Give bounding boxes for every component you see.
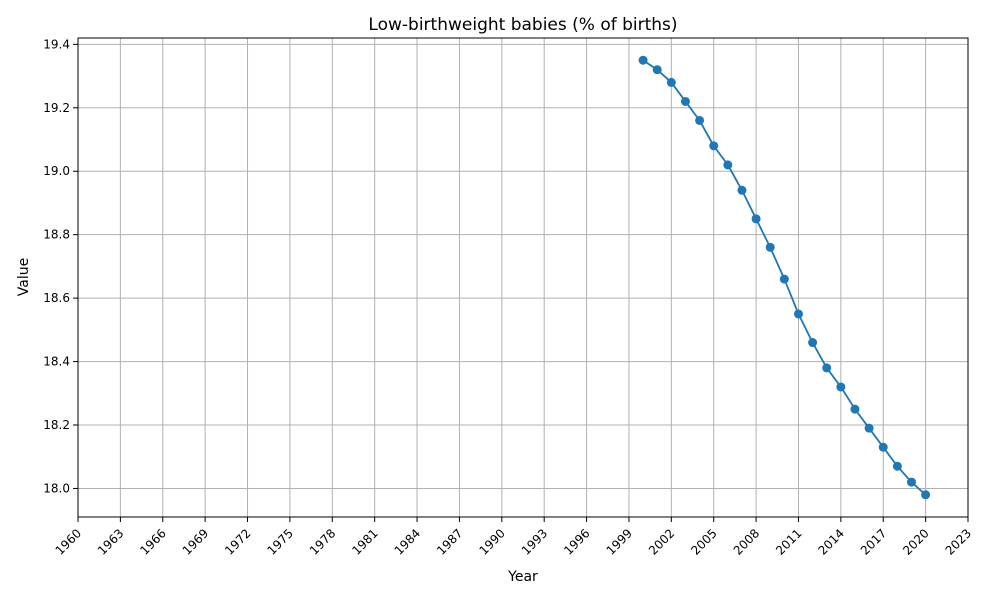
data-point — [892, 461, 902, 471]
data-point — [864, 423, 874, 433]
data-point — [723, 160, 733, 170]
data-point — [878, 442, 888, 452]
data-point — [793, 309, 803, 319]
y-tick-label: 18.2 — [43, 418, 70, 432]
data-point — [695, 115, 705, 125]
data-series — [638, 55, 931, 500]
data-point — [906, 477, 916, 487]
plot-area-frame — [77, 37, 969, 518]
y-tick-label: 18.0 — [43, 481, 70, 495]
chart-title: Low-birthweight babies (% of births) — [368, 15, 677, 35]
data-point — [751, 214, 761, 224]
data-point — [765, 242, 775, 252]
data-point — [836, 382, 846, 392]
x-axis-label: Year — [507, 569, 538, 585]
y-tick-label: 18.8 — [43, 228, 70, 242]
y-tick-label: 19.2 — [43, 101, 70, 115]
data-point — [709, 141, 719, 151]
y-tick-label: 18.6 — [43, 291, 70, 305]
data-point — [652, 65, 662, 75]
data-point — [850, 404, 860, 414]
grid-lines — [77, 38, 969, 517]
data-point — [808, 338, 818, 348]
data-point — [638, 55, 648, 65]
y-tick-label: 19.4 — [43, 37, 70, 51]
data-point — [737, 185, 747, 195]
y-tick-label: 19.0 — [43, 164, 70, 178]
data-point — [822, 363, 832, 373]
data-point — [680, 96, 690, 106]
data-point — [666, 77, 676, 87]
y-tick-label: 18.4 — [43, 355, 70, 369]
data-point — [921, 490, 931, 500]
y-axis-label: Value — [16, 258, 32, 296]
y-axis-ticks: 18.0 18.2 18.4 18.6 18.8 19.0 19.2 19.4 — [43, 37, 78, 495]
data-point — [779, 274, 789, 284]
